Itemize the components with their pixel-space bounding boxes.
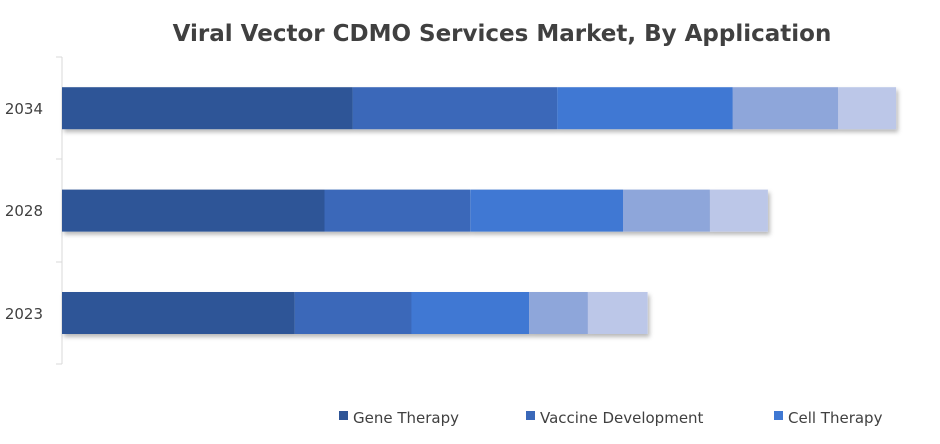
bar-segment-2034-2 [557,87,733,130]
bar-group-2028 [62,189,768,232]
bar-segment-2034-4 [838,87,897,130]
legend-label: Vaccine Development [540,409,704,427]
legend-swatch [526,411,535,420]
bar-segment-2028-2 [470,189,624,232]
bar-segment-2028-0 [62,189,325,232]
bar-segment-2023-2 [411,292,530,334]
bar-segment-2028-1 [324,189,471,232]
legend-item: Cell Therapy [774,409,883,427]
bar-segment-2023-1 [294,292,412,334]
category-label: 2023 [5,305,43,323]
category-label: 2028 [5,202,43,220]
legend-item: Gene Therapy [339,409,459,427]
legend: Gene Therapy Vaccine Development Cell Th… [339,409,883,427]
bar-segment-2034-0 [62,87,353,130]
category-label: 2034 [5,100,43,118]
legend-swatch [339,411,348,420]
bar-segment-2034-3 [732,87,839,130]
bars [62,87,897,334]
y-axis-tick-labels: 2034 2028 2023 [5,100,43,323]
legend-label: Gene Therapy [353,409,459,427]
bar-segment-2023-4 [587,292,648,334]
legend-item: Vaccine Development [526,409,704,427]
bar-group-2023 [62,292,648,334]
bar-segment-2034-1 [352,87,558,130]
chart-title: Viral Vector CDMO Services Market, By Ap… [173,21,832,47]
bar-segment-2028-3 [623,189,710,232]
bar-segment-2028-4 [710,189,768,232]
bar-segment-2023-3 [529,292,588,334]
bar-group-2034 [62,87,897,130]
bar-segment-2023-0 [62,292,295,334]
legend-swatch [774,411,783,420]
legend-label: Cell Therapy [788,409,883,427]
